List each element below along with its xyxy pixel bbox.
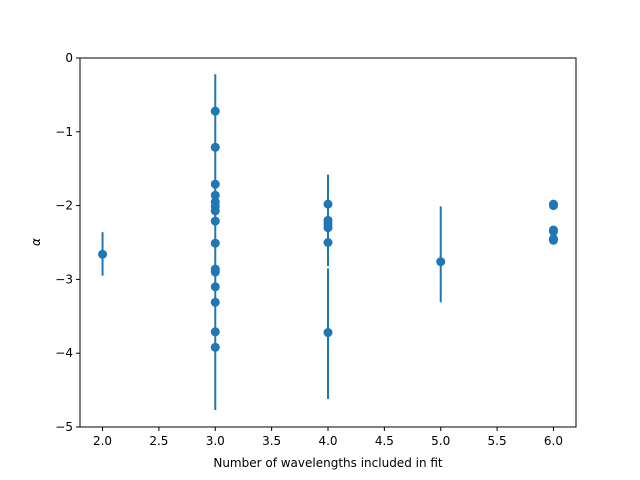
data-point (210, 327, 220, 337)
data-point (436, 257, 446, 267)
data-point (323, 328, 333, 338)
x-tick-label: 4.0 (318, 434, 337, 448)
x-tick-label: 6.0 (544, 434, 563, 448)
data-point (210, 206, 220, 216)
y-tick-label: −5 (55, 420, 73, 434)
x-tick-label: 2.0 (93, 434, 112, 448)
data-point (210, 238, 220, 248)
data-point (548, 201, 558, 211)
x-tick-label: 3.5 (262, 434, 281, 448)
data-point (323, 223, 333, 233)
x-tick-label: 5.0 (431, 434, 450, 448)
data-point (210, 179, 220, 189)
y-axis-label: α (29, 238, 43, 246)
y-tick-label: −2 (55, 199, 73, 213)
y-tick-label: −1 (55, 125, 73, 139)
data-point (210, 297, 220, 307)
data-point (323, 238, 333, 247)
data-point (323, 199, 333, 209)
x-tick-label: 2.5 (149, 434, 168, 448)
data-point (210, 342, 220, 352)
data-points (98, 106, 558, 352)
data-point (210, 282, 220, 292)
data-point (210, 142, 220, 152)
data-point (210, 216, 220, 226)
y-tick-label: 0 (65, 51, 73, 65)
data-point (210, 267, 220, 277)
data-point (548, 235, 558, 245)
y-tick-label: −3 (55, 272, 73, 286)
x-tick-label: 5.5 (488, 434, 507, 448)
x-tick-label: 4.5 (375, 434, 394, 448)
x-axis-ticks: 2.0 2.5 3.0 3.5 4.0 4.5 5.0 5.5 6.0 (93, 427, 563, 448)
x-axis-label: Number of wavelengths included in fit (213, 456, 443, 470)
data-point (210, 190, 220, 200)
y-tick-label: −4 (55, 346, 73, 360)
data-point (98, 249, 108, 259)
x-tick-label: 3.0 (206, 434, 225, 448)
y-axis-ticks: 0 −1 −2 −3 −4 −5 (55, 51, 80, 434)
data-point (548, 226, 558, 236)
data-point (210, 106, 220, 116)
